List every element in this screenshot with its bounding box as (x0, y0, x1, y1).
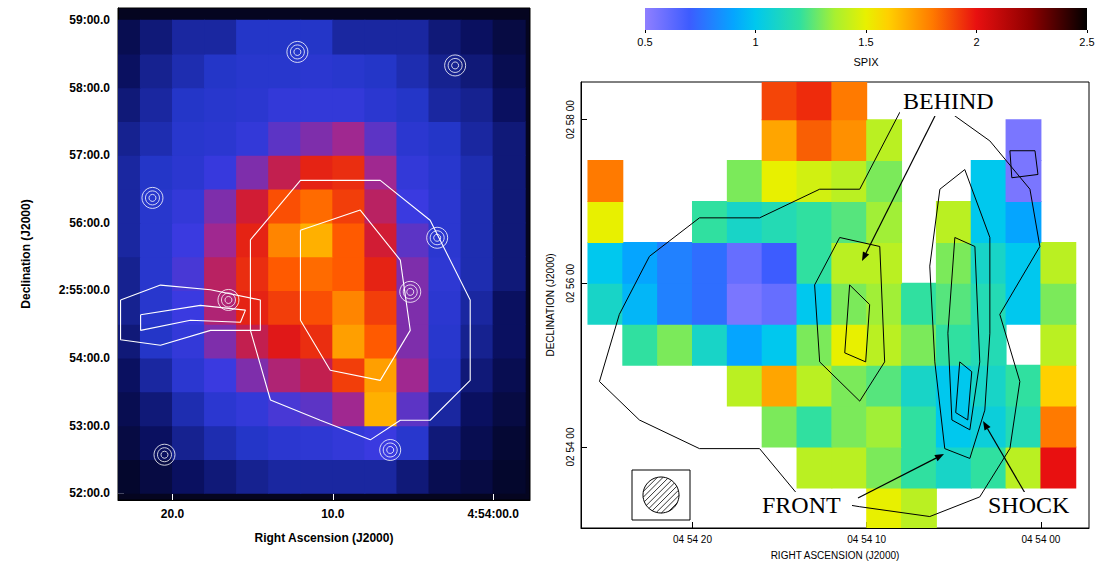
svg-text:SHOCK: SHOCK (988, 492, 1070, 518)
svg-text:58:00.0: 58:00.0 (69, 81, 110, 95)
svg-text:4:54:00.0: 4:54:00.0 (467, 507, 519, 521)
svg-text:2.5: 2.5 (1079, 36, 1094, 48)
svg-text:2:55:00.0: 2:55:00.0 (59, 283, 111, 297)
svg-text:57:00.0: 57:00.0 (69, 148, 110, 162)
svg-text:DECLINATION (J2000): DECLINATION (J2000) (545, 253, 556, 356)
svg-text:54:00.0: 54:00.0 (69, 351, 110, 365)
svg-text:2: 2 (973, 36, 979, 48)
svg-text:1: 1 (752, 36, 758, 48)
svg-text:56:00.0: 56:00.0 (69, 216, 110, 230)
svg-text:53:00.0: 53:00.0 (69, 419, 110, 433)
svg-text:0.5: 0.5 (637, 36, 652, 48)
svg-text:SPIX: SPIX (853, 56, 879, 68)
svg-text:04 54 10: 04 54 10 (847, 534, 886, 545)
svg-text:Right Ascension (J2000): Right Ascension (J2000) (255, 531, 394, 545)
svg-text:04 54 20: 04 54 20 (673, 534, 712, 545)
svg-text:02 56 00: 02 56 00 (565, 263, 576, 302)
svg-text:BEHIND: BEHIND (903, 88, 994, 114)
svg-text:1.5: 1.5 (858, 36, 873, 48)
svg-text:59:00.0: 59:00.0 (69, 13, 110, 27)
svg-text:52:00.0: 52:00.0 (69, 486, 110, 500)
svg-text:02 58 00: 02 58 00 (565, 100, 576, 139)
svg-text:10.0: 10.0 (321, 507, 345, 521)
svg-text:Declination (J2000): Declination (J2000) (19, 199, 33, 308)
svg-text:02 54 00: 02 54 00 (565, 427, 576, 466)
svg-text:04 54 00: 04 54 00 (1021, 534, 1060, 545)
svg-text:20.0: 20.0 (161, 507, 185, 521)
svg-text:RIGHT ASCENSION (J2000): RIGHT ASCENSION (J2000) (771, 550, 900, 561)
svg-text:FRONT: FRONT (762, 492, 841, 518)
